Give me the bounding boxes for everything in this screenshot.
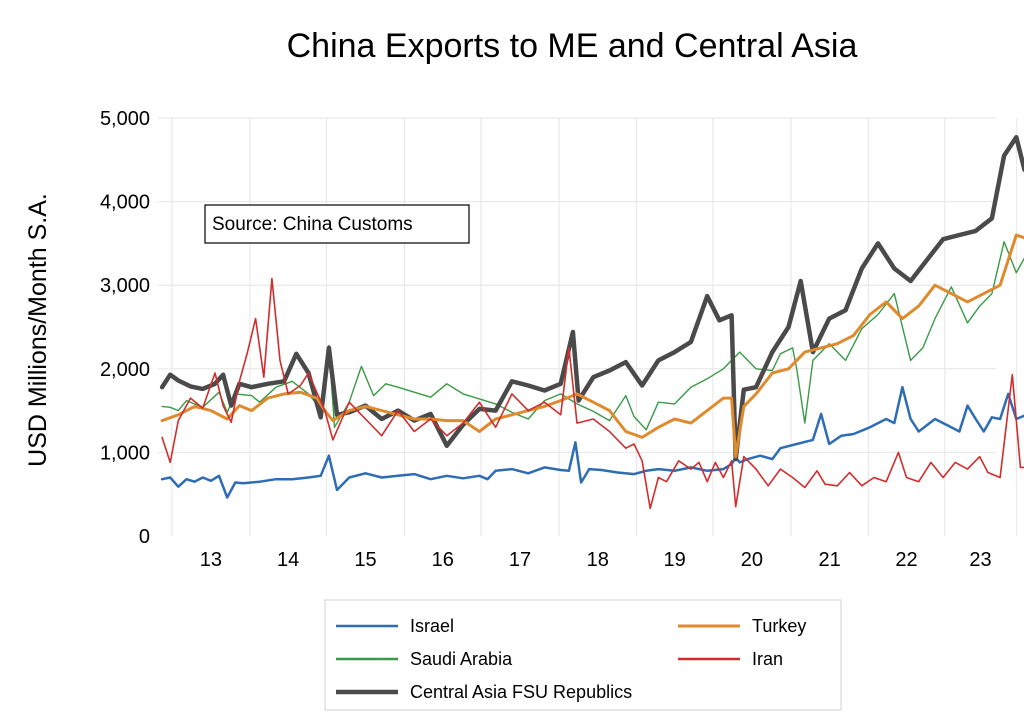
y-tick-label: 5,000 [100, 108, 150, 130]
legend: Israel Turkey Saudi Arabia Iran Central Asia… [324, 599, 842, 711]
y-tick-label: 0 [139, 526, 150, 548]
x-tick-label: 18 [587, 549, 609, 571]
x-tick-label: 20 [741, 549, 763, 571]
source-annotation-box [204, 204, 470, 244]
legend-label-turkey: Turkey [752, 616, 806, 636]
series-line-israel [160, 385, 1024, 499]
series-line-saudi-arabia [161, 241, 1024, 431]
legend-label-iran: Iran [752, 649, 783, 669]
x-tick-label: 14 [277, 549, 299, 571]
x-tick-labels: 13 14 15 16 17 18 19 20 21 22 23 [200, 549, 992, 571]
y-tick-labels: 0 1,000 2,000 3,000 4,000 5,000 [100, 108, 150, 548]
source-annotation: Source: China Customs [204, 204, 470, 244]
x-tick-label: 19 [664, 549, 686, 571]
y-axis-label: USD Millions/Month S.A. [24, 193, 52, 467]
y-tick-label: 3,000 [100, 275, 150, 297]
x-tick-label: 23 [969, 549, 991, 571]
y-tick-label: 1,000 [100, 442, 150, 464]
chart-title: China Exports to ME and Central Asia [287, 27, 858, 65]
x-tick-label: 16 [432, 549, 454, 571]
x-tick-label: 21 [818, 549, 840, 571]
series-line-turkey [160, 233, 1024, 459]
y-tick-label: 4,000 [100, 192, 150, 214]
legend-label-central-asia-fsu-republics: Central Asia FSU Republics [410, 682, 632, 702]
x-tick-label: 15 [354, 549, 376, 571]
x-tick-label: 17 [509, 549, 531, 571]
series-line-central-asia-fsu-republics [159, 134, 1024, 462]
source-annotation-text: Source: China Customs [212, 214, 413, 235]
series-lines [159, 134, 1024, 510]
x-tick-label: 22 [895, 549, 917, 571]
x-tick-label: 13 [200, 549, 222, 571]
legend-label-saudi-arabia: Saudi Arabia [410, 649, 513, 669]
y-tick-label: 2,000 [100, 359, 150, 381]
legend-entries: Israel Turkey Saudi Arabia Iran Central Asia… [336, 616, 806, 702]
legend-box [324, 599, 842, 711]
series-line-iran [161, 277, 1024, 510]
legend-label-israel: Israel [410, 616, 454, 636]
